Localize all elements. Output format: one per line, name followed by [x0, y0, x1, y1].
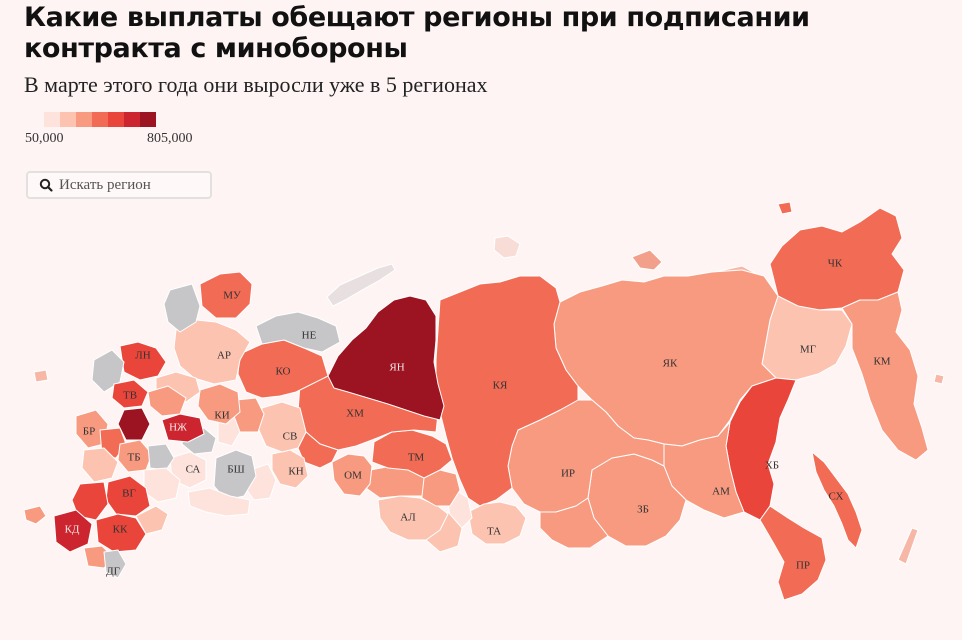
region-label-КК: КК — [113, 524, 128, 536]
region-kemerovo[interactable] — [419, 469, 461, 507]
region-НЕ[interactable] — [255, 311, 341, 353]
region-ПР[interactable] — [759, 505, 827, 601]
island-kaliningrad — [33, 369, 49, 383]
region-КК[interactable] — [95, 513, 147, 553]
island-severnaya-zemlya — [631, 249, 663, 271]
region-ТА[interactable] — [467, 501, 527, 545]
region-label-АЛ: АЛ — [400, 512, 416, 524]
region-КД[interactable] — [53, 509, 93, 553]
region-label-ХБ: ХБ — [765, 460, 779, 472]
region-label-ЧК: ЧК — [828, 258, 843, 270]
region-label-АМ: АМ — [712, 486, 730, 498]
region-label-АР: АР — [217, 350, 231, 362]
island-franz-josef — [493, 235, 521, 259]
region-label-СХ: СХ — [829, 491, 844, 503]
region-label-КД: КД — [65, 524, 80, 536]
chart-title: Какие выплаты обещают регионы при подпис… — [24, 2, 810, 64]
region-НЖ[interactable] — [161, 413, 205, 443]
region-label-ЯН: ЯН — [389, 362, 404, 374]
legend-max-label: 805,000 — [147, 131, 193, 146]
color-legend — [44, 112, 156, 127]
island-novaya-zemlya — [326, 263, 396, 307]
region-label-КИ: КИ — [214, 410, 229, 422]
region-label-НЖ: НЖ — [169, 422, 187, 434]
region-АЛ[interactable] — [377, 495, 449, 541]
region-label-КН: КН — [288, 466, 303, 478]
legend-swatch-4 — [108, 112, 124, 127]
legend-swatch-5 — [124, 112, 140, 127]
region-ДГ[interactable] — [103, 549, 127, 579]
region-label-ХМ: ХМ — [346, 408, 364, 420]
region-label-КЯ: КЯ — [493, 380, 508, 392]
region-penza[interactable] — [147, 443, 175, 471]
region-voronezh[interactable] — [81, 447, 119, 483]
region-karelia[interactable] — [163, 283, 201, 333]
region-МУ[interactable] — [199, 271, 253, 319]
chart-subtitle: В марте этого года они выросли уже в 5 р… — [24, 72, 488, 97]
region-label-ЯК: ЯК — [663, 358, 678, 370]
region-astrakhan[interactable] — [135, 505, 169, 535]
region-КМ[interactable] — [841, 291, 929, 461]
island-wrangel — [777, 201, 793, 215]
region-moscow[interactable] — [117, 407, 151, 441]
region-СВ[interactable] — [257, 401, 307, 453]
region-label-КМ: КМ — [873, 356, 890, 368]
legend-swatch-6 — [140, 112, 156, 127]
region-label-ОМ: ОМ — [344, 470, 362, 482]
region-label-ТА: ТА — [487, 526, 501, 538]
region-ТВ[interactable] — [111, 379, 149, 409]
legend-color-scale — [44, 112, 156, 127]
region-label-ТВ: ТВ — [123, 390, 137, 402]
region-ЛН[interactable] — [119, 341, 167, 381]
region-ЯН[interactable] — [327, 295, 445, 421]
region-search-box[interactable] — [26, 171, 212, 199]
region-label-БШ: БШ — [227, 464, 244, 476]
region-АР[interactable] — [173, 319, 251, 385]
search-input[interactable] — [59, 176, 209, 194]
region-label-ВГ: ВГ — [122, 488, 136, 500]
legend-swatch-2 — [76, 112, 92, 127]
legend-min-label: 50,000 — [25, 131, 64, 146]
region-label-ТМ: ТМ — [408, 452, 425, 464]
region-ИР[interactable] — [507, 399, 665, 513]
region-label-ТБ: ТБ — [127, 452, 140, 464]
island-commander — [933, 373, 945, 385]
region-label-ИР: ИР — [561, 468, 575, 480]
region-СХ[interactable] — [811, 451, 863, 549]
region-tyumen[interactable] — [297, 431, 339, 469]
region-label-БР: БР — [83, 426, 95, 438]
region-orenburg[interactable] — [187, 487, 251, 517]
island-kurils — [897, 527, 919, 565]
region-label-ЗБ: ЗБ — [637, 504, 649, 516]
region-buryatia[interactable] — [539, 497, 609, 549]
region-label-ДГ: ДГ — [106, 566, 120, 578]
region-КН[interactable] — [271, 449, 309, 489]
legend-swatch-0 — [44, 112, 60, 127]
legend-swatch-3 — [92, 112, 108, 127]
island-crimea — [23, 505, 47, 525]
region-БШ[interactable] — [213, 449, 257, 501]
region-label-ЛН: ЛН — [135, 350, 150, 362]
region-novgorod[interactable] — [91, 349, 125, 393]
region-label-МУ: МУ — [223, 290, 241, 302]
region-label-НЕ: НЕ — [302, 330, 317, 342]
region-ОМ[interactable] — [331, 453, 373, 497]
legend-swatch-1 — [60, 112, 76, 127]
region-label-СА: СА — [186, 464, 201, 476]
region-label-МГ: МГ — [800, 344, 816, 356]
region-label-ПР: ПР — [796, 560, 810, 572]
region-label-КО: КО — [275, 366, 290, 378]
region-КЯ[interactable] — [435, 275, 579, 507]
region-label-СВ: СВ — [283, 431, 298, 443]
region-КИ[interactable] — [197, 383, 241, 425]
search-icon — [39, 178, 53, 192]
